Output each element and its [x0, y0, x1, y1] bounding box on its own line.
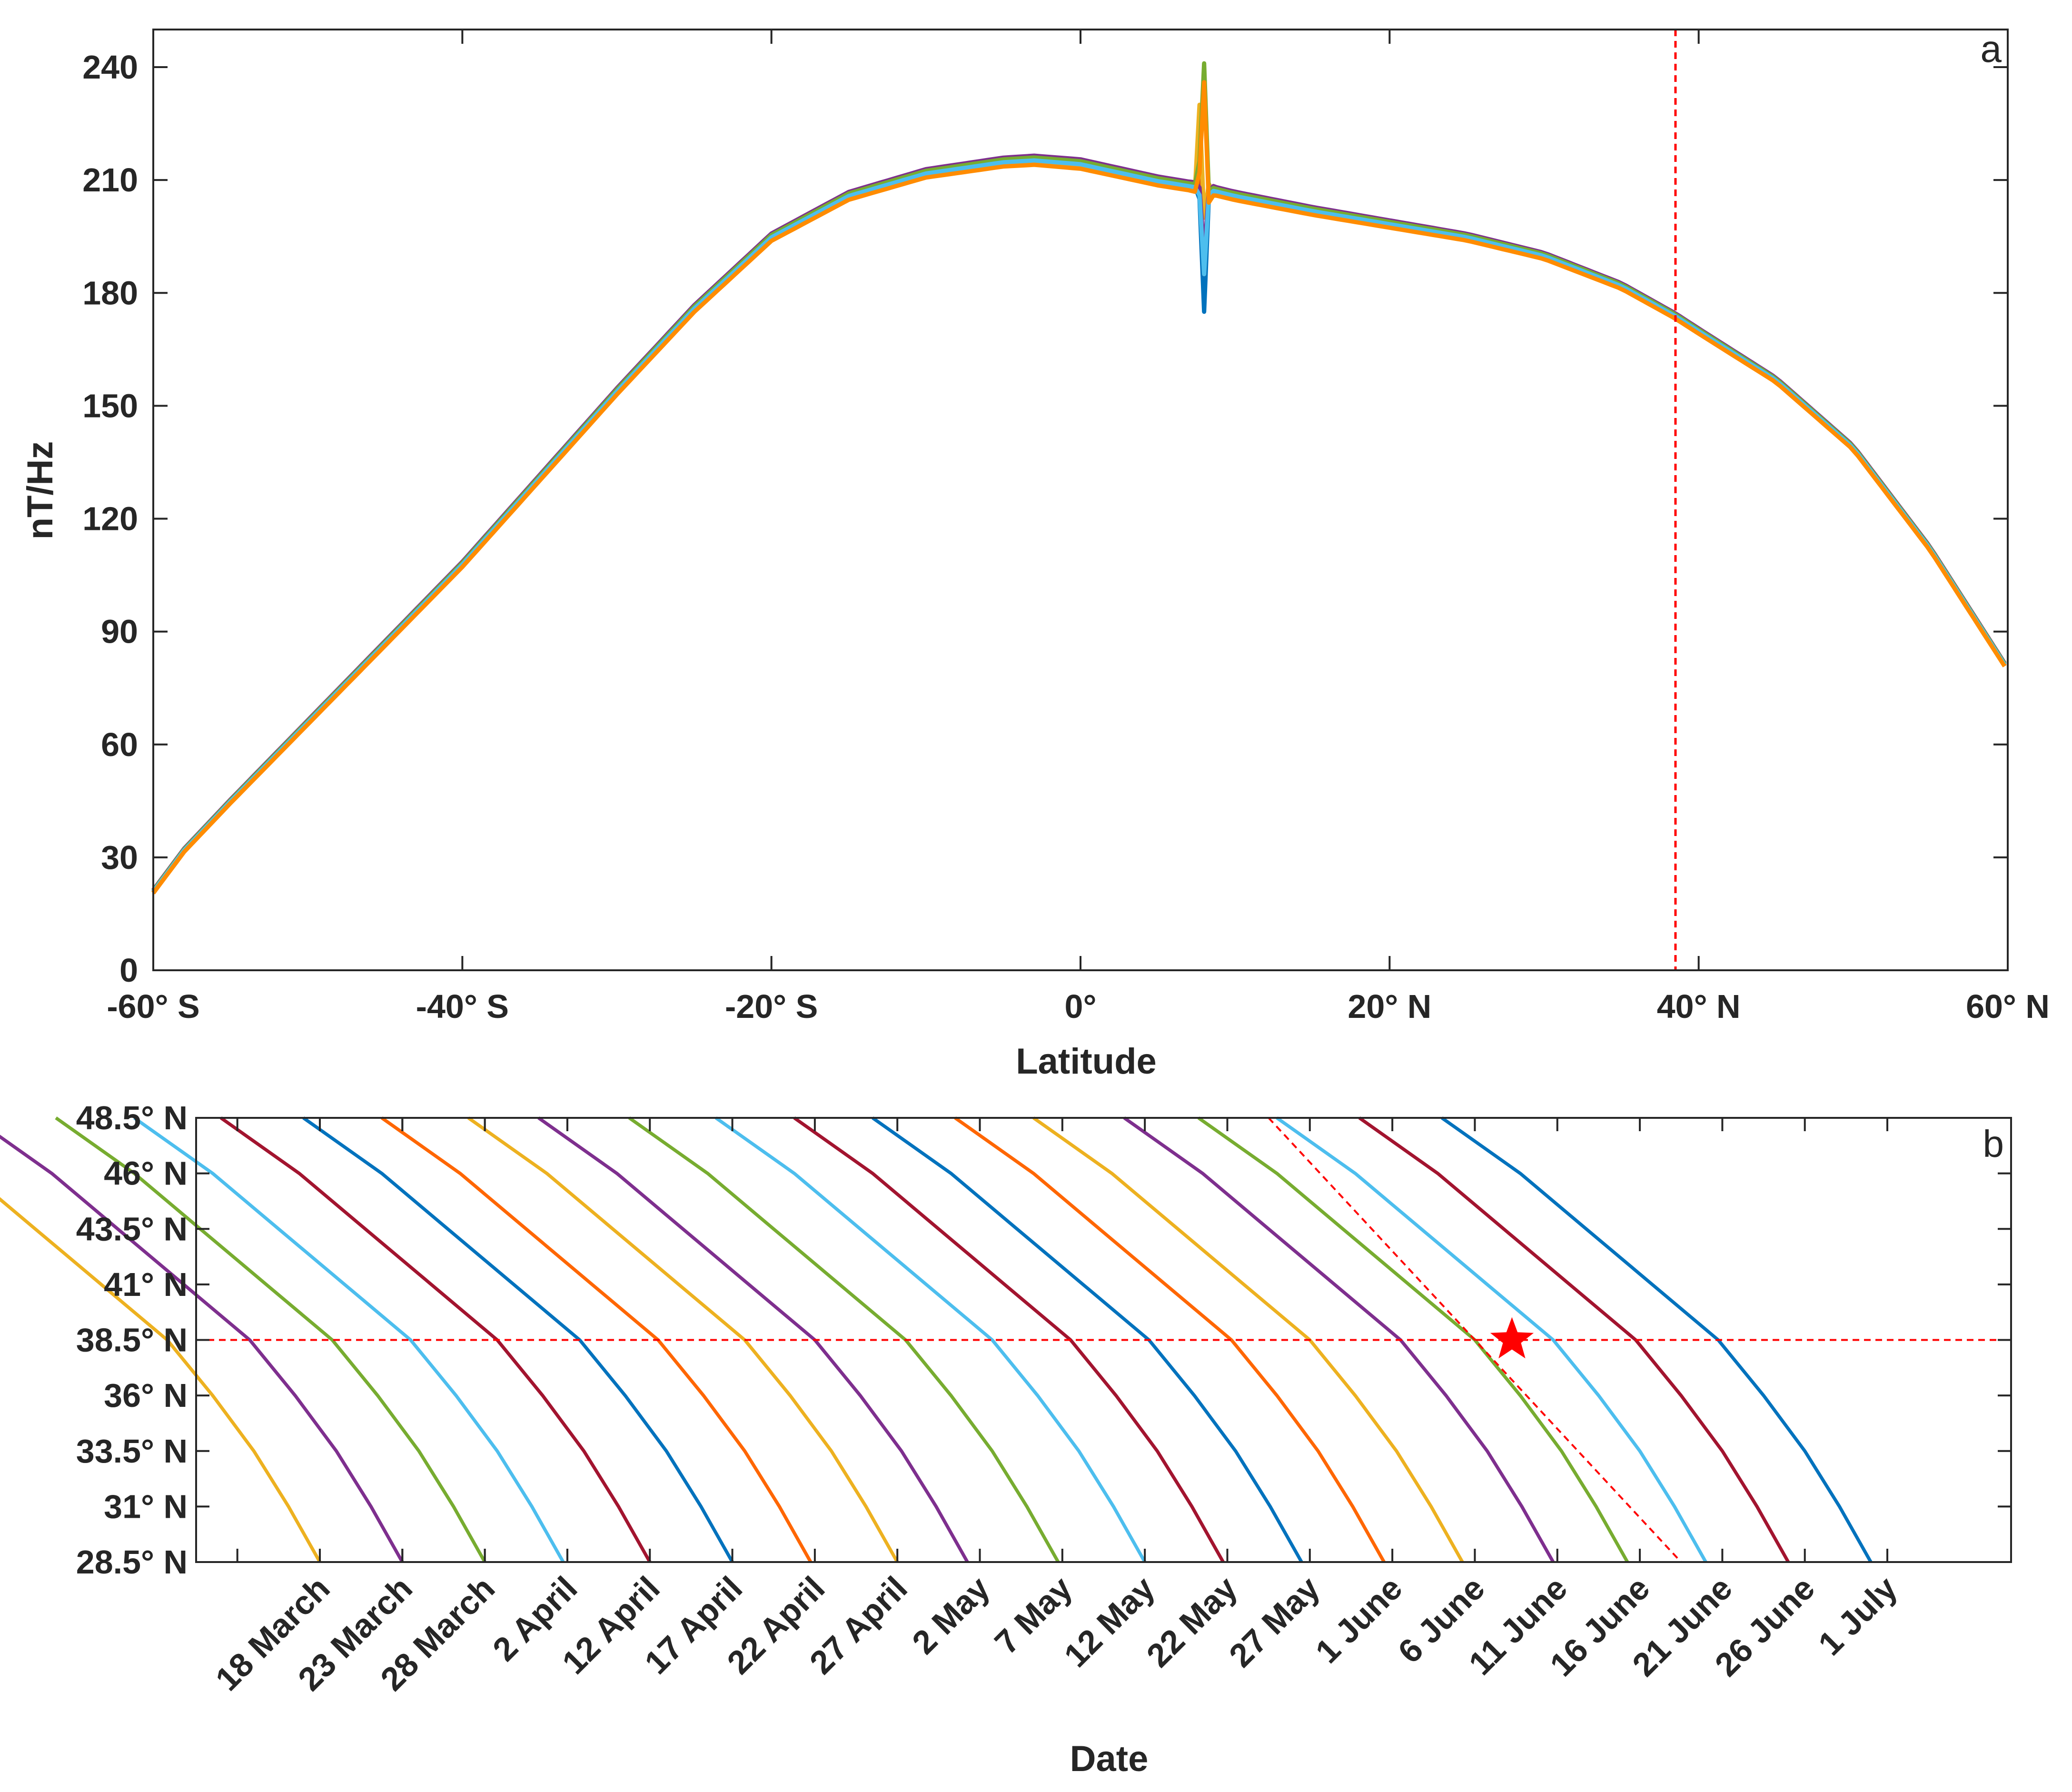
panel-a-letter: a — [1981, 28, 2002, 70]
panel-b-x-axis-title: Date — [1070, 1739, 1149, 1779]
panel-a-y-tick-label: 120 — [82, 500, 138, 538]
panel-b-trend-line — [1268, 1117, 1682, 1563]
panel-a-x-tick-label: -40° S — [416, 988, 509, 1025]
panel-a-x-tick-label: -60° S — [107, 988, 199, 1025]
panel-a-x-tick-label: 20° N — [1348, 988, 1431, 1025]
panel-a-y-tick-label: 180 — [82, 274, 138, 311]
panel-b-series-curve-14 — [954, 1116, 1386, 1563]
panel-b-series-curve-4 — [133, 1116, 565, 1563]
panel-b-letter: b — [1983, 1123, 2004, 1165]
panel-b-y-tick-label: 46° N — [104, 1155, 188, 1192]
panel-a-x-tick-label: 40° N — [1657, 988, 1741, 1025]
panel-b-series-curve-11 — [714, 1116, 1147, 1563]
panel-b-y-tick-label: 31° N — [104, 1488, 188, 1525]
panel-b-series-curve-1 — [0, 1197, 322, 1563]
panel-b-y-ticks: 48.5° N 46° N 43.5° N 41° N 38.5° N 36° N 33.5… — [76, 1099, 2011, 1581]
panel-a-x-axis-title: Latitude — [1016, 1041, 1157, 1082]
panel-a-x-tick-label: -20° S — [725, 988, 818, 1025]
panel-b-y-tick-label: 33.5° N — [76, 1433, 188, 1470]
panel-b-y-tick-label: 48.5° N — [76, 1099, 188, 1136]
panel-a-y-tick-label: 240 — [82, 49, 138, 86]
panel-a-x-tick-label: 0° — [1065, 988, 1097, 1025]
panel-b-y-tick-label: 43.5° N — [76, 1210, 188, 1247]
panel-a-y-tick-label: 60 — [101, 726, 138, 763]
panel-a-y-axis-title: nT/Hz — [20, 441, 60, 540]
panel-a-y-tick-label: 0 — [119, 952, 138, 989]
panel-b-y-tick-label: 41° N — [104, 1266, 188, 1303]
panel-b-y-tick-label: 38.5° N — [76, 1322, 188, 1359]
panel-b-y-tick-label: 36° N — [104, 1377, 188, 1414]
panel-a-y-tick-label: 210 — [82, 161, 138, 199]
panel-b-series-curve-3 — [55, 1116, 486, 1563]
panel-a-series-group — [151, 61, 2007, 895]
panel-b-series-curve-2 — [0, 1135, 404, 1563]
panel-a-series-run-7 — [151, 80, 2007, 895]
panel-a-y-tick-label: 30 — [101, 839, 138, 876]
panel-a-x-ticks: -60° S -40° S -20° S 0° 20° N 40° N 60° N — [107, 30, 2050, 1025]
panel-a-y-tick-label: 90 — [101, 613, 138, 650]
panel-a-y-ticks: 0 30 60 90 120 150 180 210 240 — [82, 49, 2008, 989]
panel-a-x-tick-label: 60° N — [1966, 988, 2050, 1025]
panel-b-y-tick-label: 28.5° N — [76, 1543, 188, 1581]
panel-a: 0 30 60 90 120 150 180 210 240 -60° S -40° S -20° … — [20, 28, 2050, 1082]
panel-b-series-curve-18 — [1276, 1116, 1707, 1563]
panel-a-y-tick-label: 150 — [82, 387, 138, 424]
panel-b-star-marker — [1490, 1317, 1534, 1359]
